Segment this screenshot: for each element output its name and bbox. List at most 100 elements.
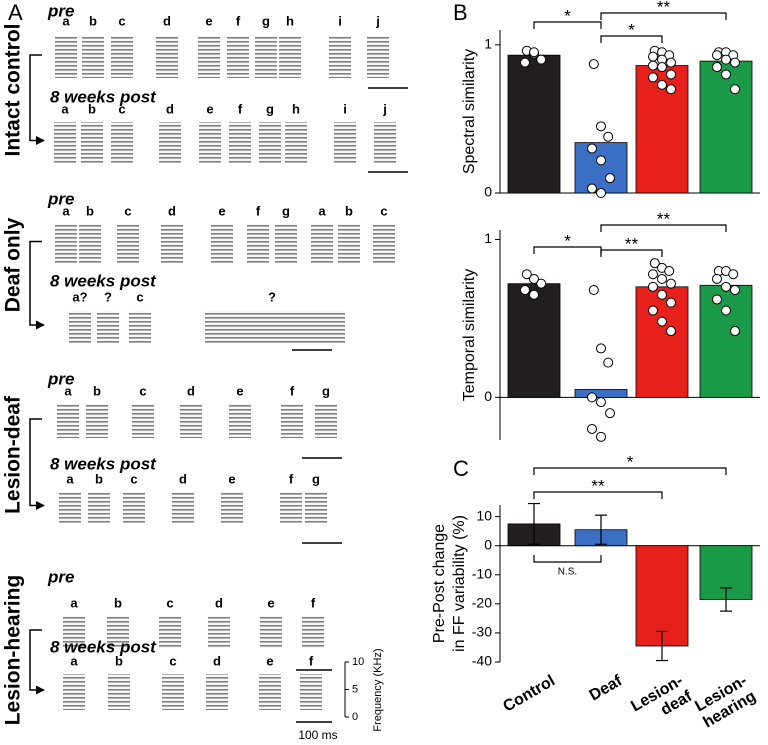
data-point: [596, 397, 606, 408]
error-bar: [528, 502, 540, 545]
significance-label: *: [564, 6, 571, 25]
syllable-label: b: [93, 383, 101, 398]
row-label: pre: [47, 1, 74, 20]
spectrogram: [161, 224, 183, 263]
data-point: [648, 60, 658, 71]
syllable-label: e: [236, 383, 243, 398]
significance-label: **: [625, 234, 639, 253]
category-label: Lesion-deaf: [628, 672, 695, 731]
row-label: 8 weeks post: [50, 271, 157, 290]
significance-label: *: [627, 452, 634, 471]
spectrogram: [97, 311, 119, 343]
row-label: 8 weeks post: [50, 87, 157, 106]
spectrogram: [117, 224, 139, 263]
spectrogram: [81, 122, 103, 163]
spectrogram: [300, 674, 322, 710]
syllable-label: a: [64, 383, 72, 398]
spectrogram: [79, 224, 101, 263]
syllable-label: c: [169, 653, 176, 668]
y-axis-label: Temporal similarity: [461, 269, 478, 401]
data-point: [520, 285, 530, 295]
data-point: [648, 269, 658, 280]
syllable-label: c: [139, 383, 146, 398]
bar: [699, 60, 753, 194]
syllable-label: c: [124, 203, 131, 218]
syllable-label: e: [218, 203, 225, 218]
data-point: [666, 297, 676, 308]
group-label: Deaf only: [2, 217, 25, 312]
syllable-label: f: [256, 203, 261, 218]
bar: [574, 142, 628, 194]
row-label: 8 weeks post: [50, 637, 157, 656]
data-point: [587, 392, 597, 403]
data-point: [664, 266, 675, 277]
significance-bracket: [600, 35, 663, 43]
syllable-label: c: [380, 203, 387, 218]
syllable-label: g: [266, 101, 274, 116]
significance-bracket: [600, 224, 727, 232]
syllable-label: a: [66, 471, 74, 486]
spectrogram: [247, 224, 269, 263]
spectrogram: [172, 492, 194, 523]
spectrogram: [305, 492, 327, 523]
syllable-label: d: [168, 203, 176, 218]
panel-label: C: [453, 456, 469, 481]
significance-label: **: [591, 476, 605, 495]
syllable-label: h: [292, 101, 300, 116]
data-point: [712, 50, 722, 61]
spectrogram: [338, 224, 360, 263]
freq-tick-label: 10: [352, 656, 364, 668]
data-point: [657, 79, 667, 90]
bar: [507, 283, 561, 398]
data-point: [521, 269, 532, 280]
data-point: [657, 273, 667, 284]
syllable-label: c: [118, 13, 125, 28]
spectrogram: [206, 674, 228, 710]
spectrogram: [281, 404, 303, 438]
data-point: [730, 326, 740, 337]
syllable-label: e: [205, 13, 212, 28]
spectrogram: [159, 122, 181, 163]
syllable-label: d: [179, 471, 187, 486]
significance-label: N.S.: [558, 567, 577, 578]
error-bar: [656, 630, 668, 662]
spectrogram: [198, 36, 220, 78]
syllable-label: d: [213, 653, 221, 668]
data-point: [648, 305, 658, 316]
spectrogram: [374, 122, 396, 163]
spectrogram: [280, 492, 302, 523]
spectrogram: [229, 122, 251, 163]
significance-bracket: [533, 491, 663, 499]
syllable-label: i: [343, 101, 347, 116]
spectrogram: [373, 224, 395, 263]
syllable-label: e: [206, 101, 213, 116]
spectrogram: [69, 311, 91, 343]
data-point: [721, 54, 731, 65]
data-point: [666, 84, 676, 95]
row-label: pre: [47, 369, 74, 388]
significance-bracket: [600, 12, 727, 20]
group-label: Intact control: [2, 23, 25, 156]
spectrogram: [129, 311, 151, 343]
syllable-label: b: [95, 471, 103, 486]
syllable-label: c: [166, 595, 173, 610]
spectrogram: [279, 36, 301, 78]
syllable-label: e: [266, 653, 273, 668]
y-tick-label: 0: [484, 536, 492, 552]
y-tick-label: -30: [472, 624, 492, 640]
spectrogram: [221, 492, 243, 523]
syllable-label: f: [290, 383, 295, 398]
syllable-label: d: [163, 13, 171, 28]
data-point: [529, 289, 539, 300]
data-point: [605, 173, 615, 184]
data-point: [596, 121, 606, 132]
data-point: [730, 84, 740, 95]
time-scale-label: 100 ms: [298, 728, 337, 742]
group-label: Lesion-deaf: [2, 395, 25, 514]
data-point: [596, 431, 606, 442]
group-label: Lesion-hearing: [2, 575, 25, 726]
spectrogram: [55, 224, 77, 263]
syllable-label: d: [166, 101, 174, 116]
data-point: [721, 305, 731, 316]
data-point: [588, 59, 599, 70]
